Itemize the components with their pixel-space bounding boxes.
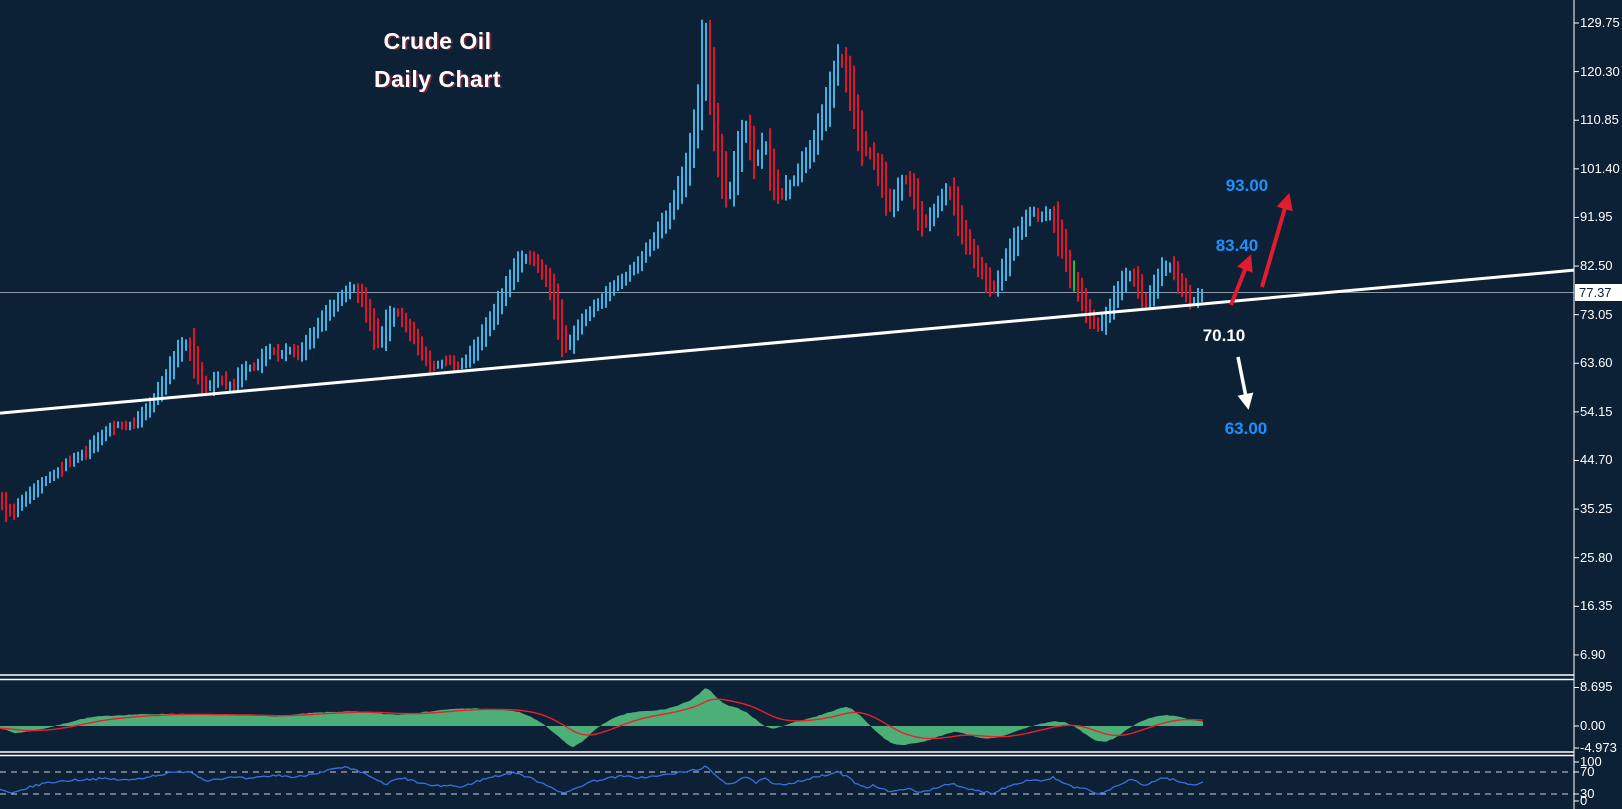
price-bars-up bbox=[17, 19, 1203, 518]
chart-title-line1: Crude Oil bbox=[383, 28, 492, 54]
price-axis-tick-label: 73.05 bbox=[1580, 306, 1613, 322]
price-axis-tick-label: 6.90 bbox=[1580, 646, 1606, 662]
macd-signal-line bbox=[0, 698, 1204, 740]
rsi-axis-tick-label: 70 bbox=[1580, 764, 1595, 779]
price-axis-tick-label: 16.35 bbox=[1580, 598, 1613, 614]
price-axis-tick-label: 91.95 bbox=[1580, 209, 1613, 225]
price-bars-down bbox=[1, 20, 1191, 523]
price-axis-tick-label: 82.50 bbox=[1580, 258, 1613, 274]
annotation-support-70-10: 70.10 bbox=[1202, 326, 1246, 345]
price-axis-tick-label: 35.25 bbox=[1580, 501, 1613, 517]
annotation-arrows bbox=[1229, 192, 1293, 410]
price-axis-tick-label: 120.30 bbox=[1580, 63, 1620, 79]
macd-axis-tick-label: 0.00 bbox=[1580, 718, 1606, 733]
support-trendline[interactable] bbox=[0, 268, 1575, 415]
price-axis-tick-label: 110.85 bbox=[1580, 112, 1619, 128]
chart-title-line2: Daily Chart bbox=[374, 66, 501, 92]
price-axis-tick-label: 44.70 bbox=[1580, 452, 1613, 468]
current-price-badge: 77.37 bbox=[1575, 284, 1622, 301]
annotation-target-83-40: 83.40 bbox=[1215, 236, 1259, 255]
price-axis-tick-label: 54.15 bbox=[1580, 403, 1613, 419]
price-axis-tick-label: 25.80 bbox=[1580, 549, 1613, 565]
red-up-arrow-far bbox=[1260, 192, 1293, 288]
rsi-line bbox=[0, 765, 1204, 796]
rsi-axis-tick-label: 100 bbox=[1580, 754, 1602, 769]
red-up-arrow-near bbox=[1229, 254, 1253, 306]
rsi-axis-tick-label: 0 bbox=[1580, 793, 1588, 808]
annotation-target-63: 63.00 bbox=[1224, 419, 1268, 438]
annotation-target-93: 93.00 bbox=[1225, 176, 1269, 195]
price-axis-tick-label: 129.75 bbox=[1580, 15, 1620, 30]
price-axis-tick-label: 63.60 bbox=[1580, 355, 1613, 371]
white-down-arrow bbox=[1236, 356, 1254, 410]
macd-histogram-area bbox=[0, 688, 1203, 748]
macd-axis-tick-label: 8.695 bbox=[1580, 679, 1613, 695]
price-axis-tick-label: 101.40 bbox=[1580, 160, 1620, 176]
rsi-axis-tick-label: 30 bbox=[1580, 786, 1595, 801]
macd-axis-tick-label: -4.973 bbox=[1580, 740, 1617, 756]
